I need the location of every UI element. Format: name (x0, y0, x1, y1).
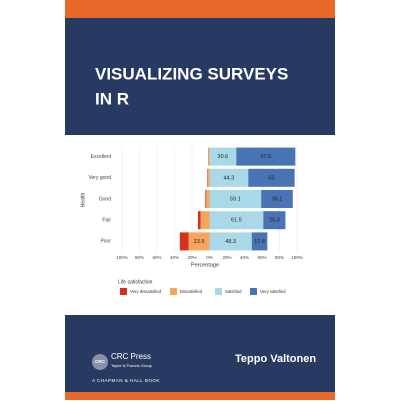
legend-swatch (170, 288, 177, 295)
legend-swatch (250, 288, 257, 295)
legend-swatch (120, 288, 127, 295)
legend-label: Very satisfied (260, 289, 286, 294)
bar-segment (208, 169, 210, 187)
x-tick-label: 60% (152, 255, 161, 260)
bar-segment (209, 148, 210, 166)
publisher: CRC Press (111, 352, 151, 361)
x-tick-label: 20% (187, 255, 196, 260)
x-tick-label: 100% (116, 255, 128, 260)
x-axis-label: Percentage (191, 262, 219, 268)
bar-segment (180, 232, 189, 250)
legend-label: Dissatisfied (180, 289, 203, 294)
data-label: 30.6 (218, 154, 229, 160)
data-label: 17.8 (254, 239, 265, 245)
imprint: A CHAPMAN & HALL BOOK (92, 378, 160, 383)
x-tick-label: 40% (240, 255, 249, 260)
publisher-group: Taylor & Francis Group (111, 363, 153, 368)
data-label: 23.9 (194, 239, 205, 245)
data-label: 53 (268, 175, 274, 181)
x-tick-label: 100% (291, 255, 303, 260)
data-label: 36.1 (272, 196, 283, 202)
data-label: 44.3 (224, 175, 235, 181)
legend-label: Very dissatisfied (130, 289, 162, 294)
bar-segment (198, 211, 201, 229)
x-tick-label: 80% (275, 255, 284, 260)
legend-title: Life satisfaction (118, 279, 153, 285)
bottom-band (65, 392, 335, 400)
author: Teppo Valtonen (235, 353, 316, 365)
logo-text: CRC (95, 359, 105, 364)
bar-segment (206, 190, 209, 208)
top-band (65, 0, 335, 18)
data-label: 67.5 (260, 154, 271, 160)
x-tick-label: 40% (170, 255, 179, 260)
y-tick-label: Excellent (91, 154, 112, 160)
y-tick-label: Fair (102, 218, 111, 224)
x-tick-label: 20% (222, 255, 231, 260)
title-line: VISUALIZING SURVEYS (95, 64, 288, 83)
data-label: 59.1 (230, 196, 241, 202)
x-tick-label: 80% (135, 255, 144, 260)
y-tick-label: Good (99, 196, 111, 202)
x-tick-label: 60% (257, 255, 266, 260)
data-label: 48.3 (225, 239, 236, 245)
y-tick-label: Very good (88, 175, 111, 181)
bar-segment (200, 211, 209, 229)
data-label: 25.3 (269, 218, 280, 224)
bar-segment (205, 190, 206, 208)
legend-swatch (215, 288, 222, 295)
y-axis-label: Health (80, 193, 86, 208)
x-tick-label: 0% (206, 255, 213, 260)
y-tick-label: Poor (100, 239, 111, 245)
data-label: 61.5 (231, 218, 242, 224)
legend-label: Satisfied (225, 289, 242, 294)
title-line: IN R (95, 89, 129, 108)
